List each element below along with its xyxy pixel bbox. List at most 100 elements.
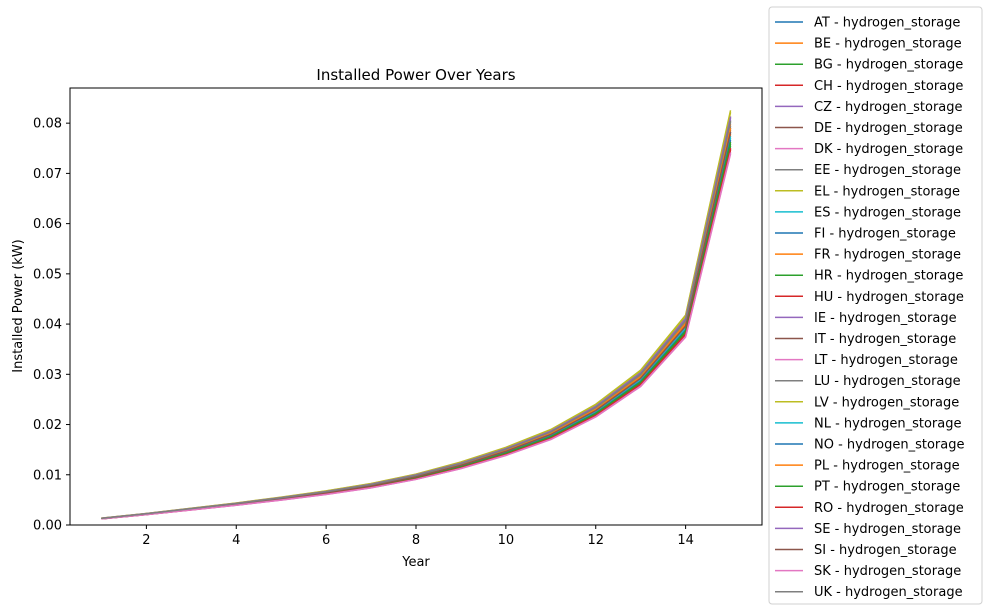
legend-label: PT - hydrogen_storage	[814, 480, 960, 495]
legend-label: CZ - hydrogen_storage	[814, 100, 963, 115]
series-line-22	[101, 141, 732, 520]
legend-label: ES - hydrogen_storage	[814, 205, 961, 220]
series-line-0	[101, 131, 732, 520]
legend-label: RO - hydrogen_storage	[814, 501, 964, 516]
legend-item: RO - hydrogen_storage	[775, 501, 964, 516]
x-tick-label: 8	[412, 533, 420, 548]
y-axis-ticks: 0.00 0.01 0.02 0.03 0.04 0.05 0.06 0.07 0.08	[33, 117, 70, 534]
series-line-13	[101, 147, 732, 520]
x-axis-ticks: 2 4 6 8 10 12 14	[142, 525, 694, 548]
series-line-5	[101, 128, 732, 520]
y-tick-label: 0.06	[33, 217, 62, 232]
series-line-26	[101, 152, 732, 520]
legend-label: LV - hydrogen_storage	[814, 395, 959, 410]
legend-label: UK - hydrogen_storage	[814, 585, 963, 600]
series-line-24	[101, 116, 732, 520]
legend-item: DK - hydrogen_storage	[775, 142, 963, 157]
y-tick-label: 0.05	[33, 267, 62, 282]
legend-label: BG - hydrogen_storage	[814, 58, 963, 73]
legend-frame	[768, 6, 983, 605]
legend-item: FI - hydrogen_storage	[775, 227, 956, 242]
legend-item: IT - hydrogen_storage	[775, 332, 956, 347]
y-tick-label: 0.04	[33, 318, 62, 333]
y-tick-label: 0.08	[33, 117, 62, 132]
legend-item: AT - hydrogen_storage	[775, 16, 960, 31]
legend-label: LU - hydrogen_storage	[814, 374, 961, 389]
legend-label: BE - hydrogen_storage	[814, 37, 962, 52]
legend-label: IT - hydrogen_storage	[814, 332, 956, 347]
legend-label: HU - hydrogen_storage	[814, 290, 964, 305]
legend-item: HR - hydrogen_storage	[775, 269, 963, 284]
series-line-7	[101, 120, 732, 520]
legend-item: DE - hydrogen_storage	[775, 121, 963, 136]
series-lines	[101, 110, 732, 520]
legend-item: CH - hydrogen_storage	[775, 79, 963, 94]
legend-item: LT - hydrogen_storage	[775, 353, 958, 368]
chart-title: Installed Power Over Years	[316, 66, 515, 84]
y-axis-label: Installed Power (kW)	[11, 239, 26, 372]
series-line-19	[101, 135, 732, 520]
series-line-11	[101, 124, 732, 520]
x-tick-label: 14	[677, 533, 694, 548]
x-tick-label: 6	[322, 533, 330, 548]
legend-item: NL - hydrogen_storage	[775, 416, 962, 431]
legend-item: PT - hydrogen_storage	[775, 480, 960, 495]
legend-item: HU - hydrogen_storage	[775, 290, 964, 305]
y-tick-label: 0.02	[33, 418, 62, 433]
series-line-3	[101, 149, 732, 520]
legend-label: SI - hydrogen_storage	[814, 543, 957, 558]
series-line-9	[101, 137, 732, 520]
series-line-1	[101, 133, 732, 520]
legend-label: FR - hydrogen_storage	[814, 248, 961, 263]
x-tick-label: 10	[498, 533, 515, 548]
series-line-18	[101, 112, 732, 519]
series-line-17	[101, 122, 732, 520]
series-line-2	[101, 143, 732, 520]
series-line-21	[101, 128, 732, 520]
y-tick-label: 0.01	[33, 468, 62, 483]
x-tick-label: 2	[142, 533, 150, 548]
series-line-6	[101, 151, 732, 520]
legend-item: LU - hydrogen_storage	[775, 374, 961, 389]
series-line-15	[101, 130, 732, 520]
legend-label: IE - hydrogen_storage	[814, 311, 957, 326]
plot-area	[69, 87, 763, 526]
legend-item: EE - hydrogen_storage	[775, 163, 961, 178]
legend-label: CH - hydrogen_storage	[814, 79, 963, 94]
legend-label: SK - hydrogen_storage	[814, 564, 961, 579]
y-tick-label: 0.07	[33, 167, 62, 182]
series-line-23	[101, 148, 732, 520]
series-line-27	[101, 120, 732, 520]
legend-item: BE - hydrogen_storage	[775, 37, 962, 52]
legend-label: DE - hydrogen_storage	[814, 121, 963, 136]
legend-label: HR - hydrogen_storage	[814, 269, 963, 284]
x-tick-label: 12	[587, 533, 604, 548]
legend-label: EE - hydrogen_storage	[814, 163, 961, 178]
legend-label: NO - hydrogen_storage	[814, 438, 964, 453]
plot-frame	[69, 87, 763, 526]
legend-label: AT - hydrogen_storage	[814, 16, 960, 31]
legend-label: EL - hydrogen_storage	[814, 184, 960, 199]
legend-label: DK - hydrogen_storage	[814, 142, 963, 157]
legend-item: SI - hydrogen_storage	[775, 543, 957, 558]
x-tick-label: 4	[232, 533, 240, 548]
legend-label: SE - hydrogen_storage	[814, 522, 961, 537]
legend: AT - hydrogen_storage BE - hydrogen_stora…	[768, 6, 983, 605]
legend-item: SK - hydrogen_storage	[775, 564, 961, 579]
legend-item: ES - hydrogen_storage	[775, 205, 961, 220]
legend-label: LT - hydrogen_storage	[814, 353, 958, 368]
series-line-4	[101, 116, 732, 520]
y-tick-label: 0.03	[33, 368, 62, 383]
series-line-16	[101, 153, 732, 520]
legend-item: NO - hydrogen_storage	[775, 438, 964, 453]
legend-label: NL - hydrogen_storage	[814, 416, 962, 431]
legend-item: CZ - hydrogen_storage	[775, 100, 963, 115]
series-line-10	[101, 126, 732, 520]
series-line-8	[101, 110, 732, 519]
legend-item: FR - hydrogen_storage	[775, 248, 961, 263]
series-line-14	[101, 118, 732, 520]
series-line-25	[101, 131, 732, 520]
y-tick-label: 0.00	[33, 519, 62, 534]
series-line-12	[101, 145, 732, 520]
